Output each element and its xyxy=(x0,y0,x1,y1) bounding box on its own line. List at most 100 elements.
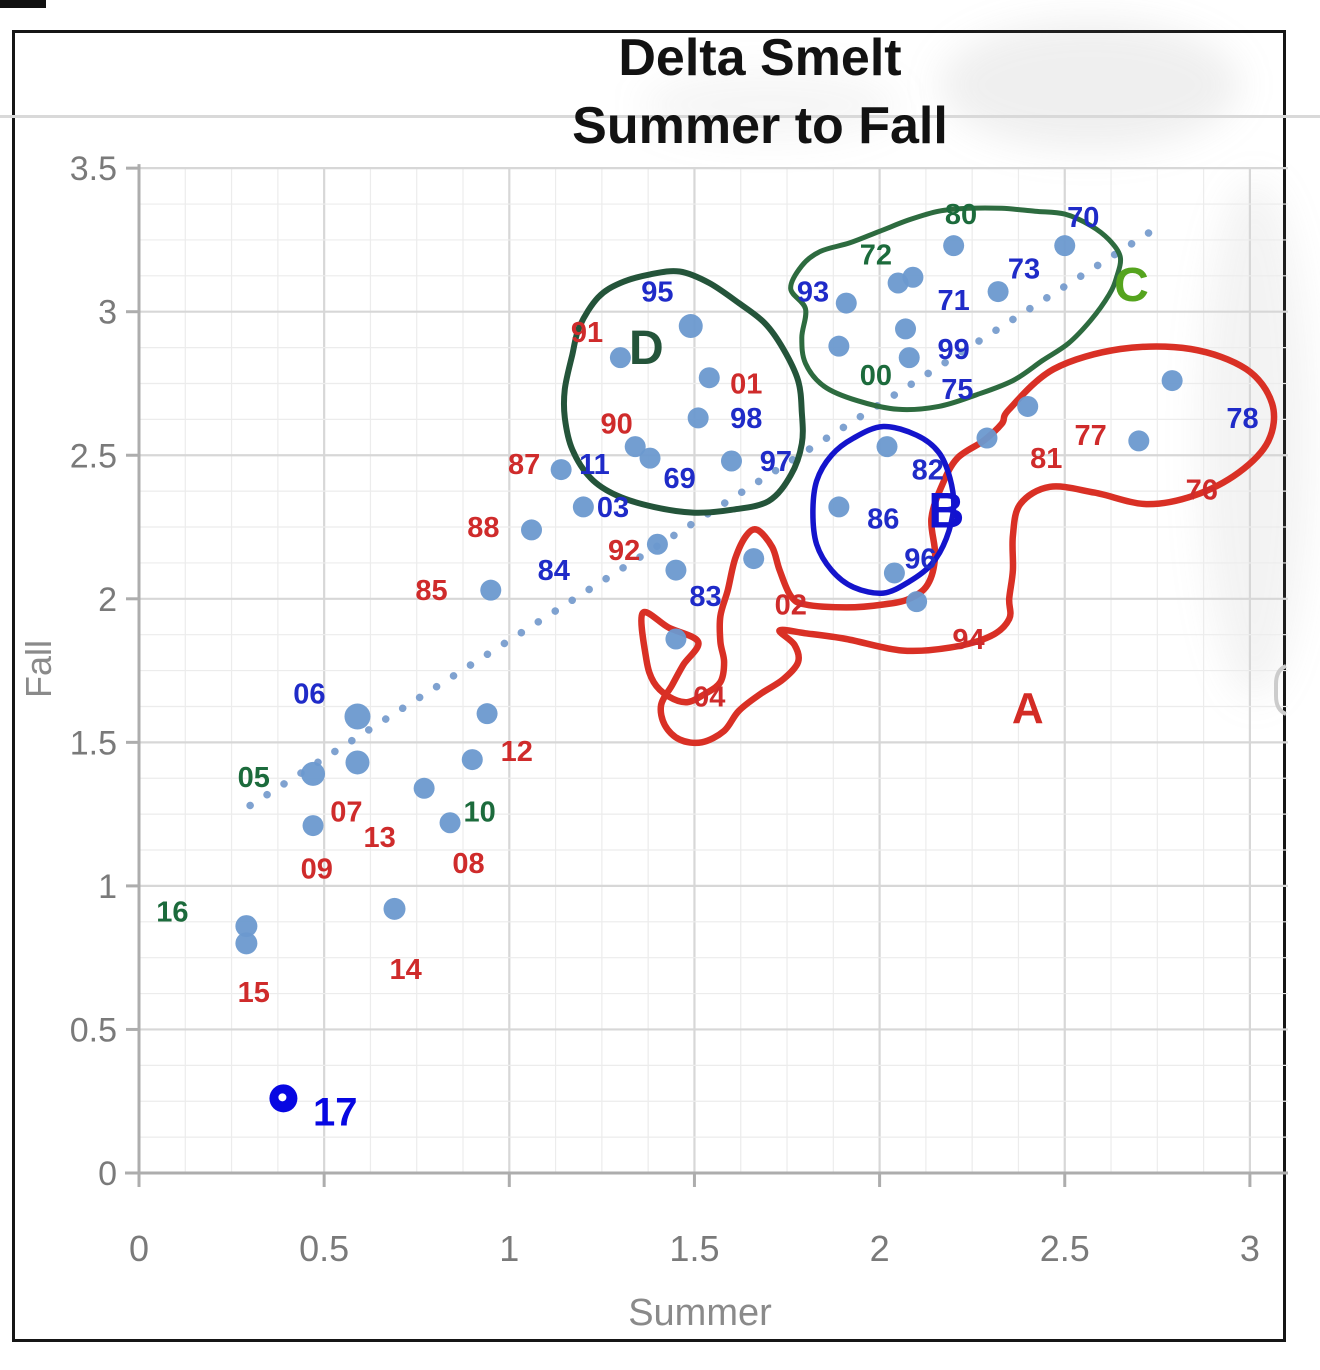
y-tick-label: 2.5 xyxy=(70,437,117,475)
y-tick-label: 1 xyxy=(98,868,117,906)
data-point xyxy=(678,314,703,339)
point-label: 80 xyxy=(945,199,977,231)
y-tick-label: 3.5 xyxy=(70,150,117,188)
point-label: 91 xyxy=(571,317,603,349)
point-label: 72 xyxy=(860,239,892,271)
point-label: 10 xyxy=(464,796,496,828)
data-point xyxy=(698,367,720,389)
data-point xyxy=(898,347,920,369)
point-label: 04 xyxy=(693,681,725,713)
data-point xyxy=(624,436,646,458)
data-point xyxy=(383,897,406,920)
point-label: 07 xyxy=(330,796,362,828)
top-edge-artifact xyxy=(0,0,46,8)
point-label: 16 xyxy=(156,897,188,929)
y-tick-label: 2 xyxy=(98,581,117,619)
point-label: 95 xyxy=(641,277,673,309)
special-point-label: 17 xyxy=(313,1091,358,1135)
data-point xyxy=(665,559,687,581)
point-label: 88 xyxy=(467,512,499,544)
y-tick-label: 0.5 xyxy=(70,1011,117,1049)
data-point xyxy=(987,281,1009,303)
cluster-outline-a xyxy=(638,343,1278,747)
data-point xyxy=(1128,430,1150,452)
data-point xyxy=(828,496,850,518)
data-point xyxy=(609,347,631,369)
point-label: 01 xyxy=(730,368,762,400)
data-point xyxy=(1054,235,1076,257)
point-label: 71 xyxy=(938,285,970,317)
data-point xyxy=(476,703,498,725)
special-point-17-center xyxy=(278,1093,287,1102)
x-tick-label: 2 xyxy=(870,1228,890,1269)
chart-title-line1: Delta Smelt xyxy=(618,29,902,87)
point-label: 78 xyxy=(1226,403,1258,435)
edge-artifact-bracket xyxy=(1274,664,1287,716)
point-label: 11 xyxy=(579,449,610,481)
point-label: 82 xyxy=(912,455,944,487)
chart-title: Delta Smelt Summer to Fall xyxy=(572,24,948,160)
point-label: 76 xyxy=(1186,475,1218,507)
data-point xyxy=(883,562,905,584)
data-point xyxy=(835,292,857,314)
point-label: 14 xyxy=(389,954,421,986)
point-label: 75 xyxy=(941,374,973,406)
cluster-outline-b xyxy=(810,423,957,597)
y-tick-label: 1.5 xyxy=(70,724,117,762)
data-point xyxy=(572,496,594,518)
data-point xyxy=(906,591,928,613)
data-point xyxy=(461,749,483,771)
x-tick-label: 1 xyxy=(499,1228,519,1269)
y-axis-title: Fall xyxy=(18,640,59,699)
data-point xyxy=(521,519,543,541)
point-label: 86 xyxy=(867,503,899,535)
point-label: 02 xyxy=(775,590,807,622)
x-tick-label: 3 xyxy=(1240,1228,1260,1269)
point-label: 13 xyxy=(364,822,396,854)
point-label: 84 xyxy=(538,555,570,587)
point-label: 09 xyxy=(301,854,333,886)
point-label: 94 xyxy=(952,624,984,656)
data-point xyxy=(828,335,850,357)
horizontal-divider-line xyxy=(0,115,1320,118)
point-label: 81 xyxy=(1030,443,1062,475)
point-label: 85 xyxy=(415,575,447,607)
cluster-letter-b: B xyxy=(928,483,964,539)
data-point xyxy=(687,407,709,429)
data-point xyxy=(413,777,435,799)
x-tick-label: 2.5 xyxy=(1040,1228,1090,1269)
cluster-letter-a: A xyxy=(1012,684,1044,733)
cluster-outline-c xyxy=(788,205,1124,413)
point-label: 96 xyxy=(904,544,936,576)
x-tick-label: 0 xyxy=(129,1228,149,1269)
point-label: 90 xyxy=(601,409,633,441)
data-point xyxy=(646,533,668,555)
point-label: 87 xyxy=(508,449,540,481)
data-point xyxy=(665,628,687,650)
data-point xyxy=(480,579,502,601)
cluster-outline-d xyxy=(560,268,806,516)
data-point xyxy=(639,447,661,469)
point-label: 73 xyxy=(1008,254,1040,286)
point-label: 00 xyxy=(860,360,892,392)
data-point xyxy=(876,436,898,458)
data-point xyxy=(550,459,572,481)
point-label: 70 xyxy=(1067,202,1099,234)
point-label: 98 xyxy=(730,403,762,435)
x-tick-label: 0.5 xyxy=(299,1228,349,1269)
point-label: 93 xyxy=(797,277,829,309)
y-tick-label: 3 xyxy=(98,294,117,332)
point-label: 05 xyxy=(238,762,270,794)
data-point xyxy=(720,450,742,472)
x-tick-label: 1.5 xyxy=(669,1228,719,1269)
point-label: 06 xyxy=(293,679,325,711)
point-label: 77 xyxy=(1075,420,1107,452)
point-label: 97 xyxy=(760,446,792,478)
x-axis-title: Summer xyxy=(628,1292,772,1334)
data-point xyxy=(943,235,965,257)
point-label: 83 xyxy=(689,581,721,613)
data-point xyxy=(235,932,258,955)
y-tick-label: 0 xyxy=(98,1155,117,1193)
data-point xyxy=(235,915,258,938)
